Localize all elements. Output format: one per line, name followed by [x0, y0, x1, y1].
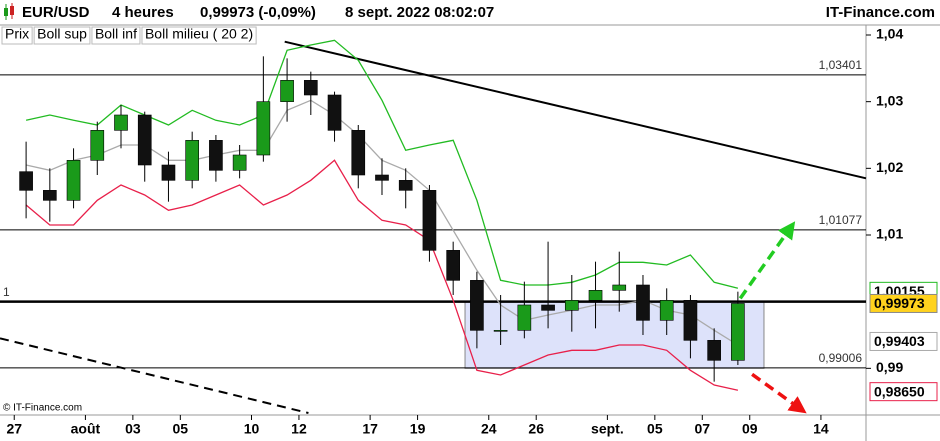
legend-box	[91, 26, 141, 45]
last-value-label: 0,99973	[874, 295, 925, 311]
y-tick-label: 1,01	[876, 226, 903, 242]
y-tick-label: 1,04	[876, 26, 903, 42]
candle-body	[659, 300, 674, 321]
candle-body	[470, 280, 484, 331]
x-tick-label: 05	[173, 421, 189, 437]
candle-body	[185, 140, 200, 181]
x-tick-label: sept.	[591, 421, 624, 437]
period: 4 heures	[112, 4, 174, 21]
legend-box	[141, 26, 257, 45]
y-tick-label: 0,99	[876, 359, 903, 375]
quote: 0,99973 (-0,09%)	[200, 4, 316, 21]
legend-box	[33, 26, 91, 45]
level-label: 1	[3, 285, 10, 299]
x-tick-label: 19	[410, 421, 426, 437]
candle-body	[398, 180, 413, 191]
legend-entry: Boll inf	[95, 26, 137, 42]
y-tick-label: 1,03	[876, 92, 903, 108]
last-value-box	[869, 382, 938, 402]
app-icon	[4, 3, 14, 20]
date: 8 sept. 2022 08:02:07	[345, 4, 494, 21]
candle-body	[66, 160, 81, 201]
x-tick-label: 17	[362, 421, 378, 437]
arrow	[751, 372, 807, 414]
candle-body	[683, 300, 698, 341]
trend-line	[284, 40, 867, 180]
candle-body	[636, 284, 650, 321]
candle-body	[303, 80, 318, 96]
legend-box	[1, 26, 33, 45]
candle-body	[731, 303, 745, 361]
candle-body	[564, 300, 579, 311]
watermark: © IT-Finance.com	[3, 403, 82, 414]
x-tick-label: 05	[647, 421, 663, 437]
level-label: 1,03401	[819, 58, 863, 72]
candle-body	[375, 174, 389, 181]
x-tick-label: 10	[244, 421, 260, 437]
candle-body	[280, 80, 294, 102]
legend-entry: Boll sup	[37, 26, 87, 42]
x-tick-label: 09	[742, 421, 758, 437]
x-tick-label: 26	[528, 421, 544, 437]
candle-body	[209, 140, 223, 171]
x-tick-label: 27	[6, 421, 22, 437]
arrow	[738, 221, 796, 300]
candle-body	[42, 190, 57, 201]
candle-body	[517, 304, 532, 331]
candle-body	[232, 154, 247, 171]
bollinger-line	[25, 159, 739, 391]
candle-body	[707, 340, 721, 361]
x-tick-label: août	[71, 421, 101, 437]
x-tick-label: 07	[695, 421, 711, 437]
candle-body	[493, 330, 508, 332]
candle-body	[256, 101, 271, 156]
legend-entry: Prix	[5, 26, 29, 42]
last-value-label: 0,98650	[874, 383, 925, 399]
y-tick-label: 1,02	[876, 159, 903, 175]
candle-body	[161, 164, 176, 181]
candle-body	[446, 250, 460, 281]
candle-body	[90, 130, 105, 161]
candle-body	[351, 130, 366, 176]
candle-body	[541, 304, 555, 311]
candle-body	[612, 284, 627, 291]
x-tick-label: 24	[481, 421, 497, 437]
trend-line	[0, 337, 309, 414]
x-tick-label: 14	[813, 421, 829, 437]
symbol: EUR/USD	[22, 4, 90, 21]
last-value-box	[869, 293, 938, 313]
candle-body	[19, 171, 33, 191]
candle-body	[137, 114, 152, 166]
candle-body	[422, 190, 437, 251]
candle-body	[327, 94, 342, 131]
last-value-box	[869, 331, 938, 351]
site: IT-Finance.com	[826, 4, 935, 21]
candle-body	[114, 114, 128, 131]
legend-entry: Boll milieu ( 20 2)	[145, 26, 253, 42]
x-tick-label: 03	[125, 421, 141, 437]
level-label: 0,99006	[819, 351, 863, 365]
level-label: 1,01077	[819, 213, 863, 227]
last-value-label: 0,99403	[874, 333, 925, 349]
x-tick-label: 12	[291, 421, 307, 437]
candle-body	[588, 290, 603, 301]
